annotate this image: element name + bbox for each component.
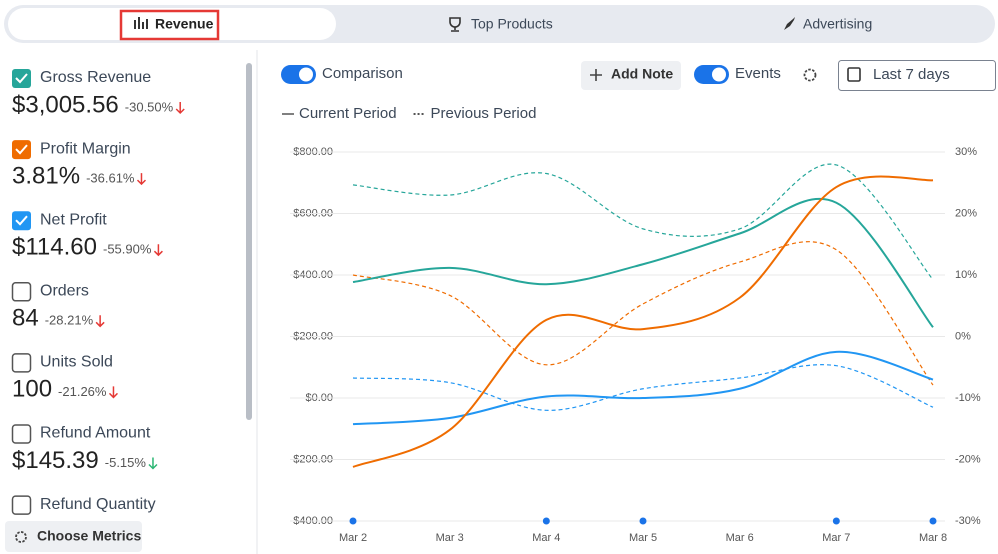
metric-change: -30.50% (125, 99, 174, 114)
x-tick-label: Mar 8 (919, 532, 947, 544)
metric-name: Refund Quantity (40, 496, 156, 513)
metric-change: -5.15% (105, 455, 147, 470)
x-tick-label: Mar 7 (822, 532, 850, 544)
trend-arrow (148, 457, 158, 470)
current-period-line (352, 175, 934, 468)
scrollbar[interactable] (246, 63, 252, 420)
legend-label: Current Period (299, 105, 397, 122)
current-period-line (352, 197, 934, 328)
toggle-label: Comparison (322, 65, 403, 82)
y2-tick-label: 10% (955, 269, 977, 281)
event-marker[interactable] (349, 517, 357, 525)
trend-arrow (136, 173, 147, 186)
x-tick-label: Mar 4 (532, 532, 560, 544)
metric-name: Gross Revenue (40, 69, 151, 86)
tab[interactable]: Revenue (155, 16, 214, 32)
event-marker[interactable] (929, 517, 937, 525)
y2-tick-label: -20% (955, 453, 981, 465)
event-marker[interactable] (542, 517, 550, 525)
metric-value: $145.39 (12, 447, 99, 474)
toggle-knob (299, 67, 313, 82)
x-tick-label: Mar 2 (339, 532, 367, 544)
checkmark (15, 144, 28, 155)
icon-rocket (784, 17, 795, 30)
tab[interactable]: Top Products (471, 16, 553, 32)
metric-name: Profit Margin (40, 140, 131, 157)
y2-tick-label: 0% (955, 330, 971, 342)
metric-change: -28.21% (45, 313, 94, 328)
metric-name: Orders (40, 283, 89, 300)
metric-value: $114.60 (12, 234, 97, 261)
checkbox[interactable] (11, 353, 32, 373)
trend-arrow (175, 102, 185, 115)
toggle-knob (712, 67, 726, 82)
date-range-label: Last 7 days (873, 66, 950, 83)
metric-name: Units Sold (40, 354, 113, 371)
checkmark (15, 215, 28, 226)
icon-trophy (449, 17, 461, 32)
choose-metrics-button[interactable] (5, 521, 142, 552)
toggle-label: Events (735, 65, 781, 82)
current-period-line (352, 350, 934, 426)
metric-value: 3.81% (12, 162, 80, 189)
trend-arrow (95, 315, 105, 328)
y2-tick-label: -10% (955, 392, 981, 404)
checkbox[interactable] (12, 69, 31, 88)
previous-period-line (352, 241, 934, 386)
metric-name: Net Profit (40, 211, 107, 228)
trend-arrow (153, 244, 163, 257)
metric-change: -21.26% (58, 384, 107, 399)
icon-calendar (847, 67, 861, 82)
previous-period-line (352, 163, 934, 280)
icon-bars (134, 17, 148, 29)
icon-settings[interactable] (803, 68, 817, 82)
metric-value: 100 (12, 376, 52, 403)
metric-name: Refund Amount (40, 425, 151, 442)
checkbox[interactable] (11, 495, 32, 515)
icon-gear (15, 531, 27, 543)
event-marker[interactable] (832, 517, 840, 525)
checkbox[interactable] (12, 140, 31, 160)
checkbox[interactable] (11, 424, 32, 444)
y2-tick-label: 20% (955, 207, 977, 219)
button-label: Add Note (611, 66, 673, 82)
checkbox[interactable] (12, 211, 31, 231)
y2-tick-label: -30% (955, 515, 981, 527)
y2-tick-label: 30% (955, 146, 977, 158)
metric-change: -36.61% (86, 171, 135, 186)
checkmark (15, 73, 28, 84)
highlight-box (119, 9, 220, 41)
icon-plus (590, 69, 602, 81)
tab[interactable]: Advertising (803, 16, 872, 32)
x-tick-label: Mar 6 (726, 532, 754, 544)
button-label: Choose Metrics (37, 528, 141, 544)
legend-label: Previous Period (431, 105, 537, 122)
add-note-button[interactable] (581, 61, 681, 90)
trend-arrow (108, 386, 118, 399)
checkbox[interactable] (11, 282, 32, 302)
previous-period-line (352, 364, 934, 411)
metric-value: $3,005.56 (12, 91, 119, 118)
metric-change: -55.90% (103, 242, 152, 257)
date-range-button[interactable] (838, 60, 996, 91)
metric-value: 84 (12, 305, 39, 332)
x-tick-label: Mar 3 (436, 532, 464, 544)
x-tick-label: Mar 5 (629, 532, 657, 544)
event-marker[interactable] (639, 517, 647, 525)
tab-selected-bg (8, 8, 336, 40)
